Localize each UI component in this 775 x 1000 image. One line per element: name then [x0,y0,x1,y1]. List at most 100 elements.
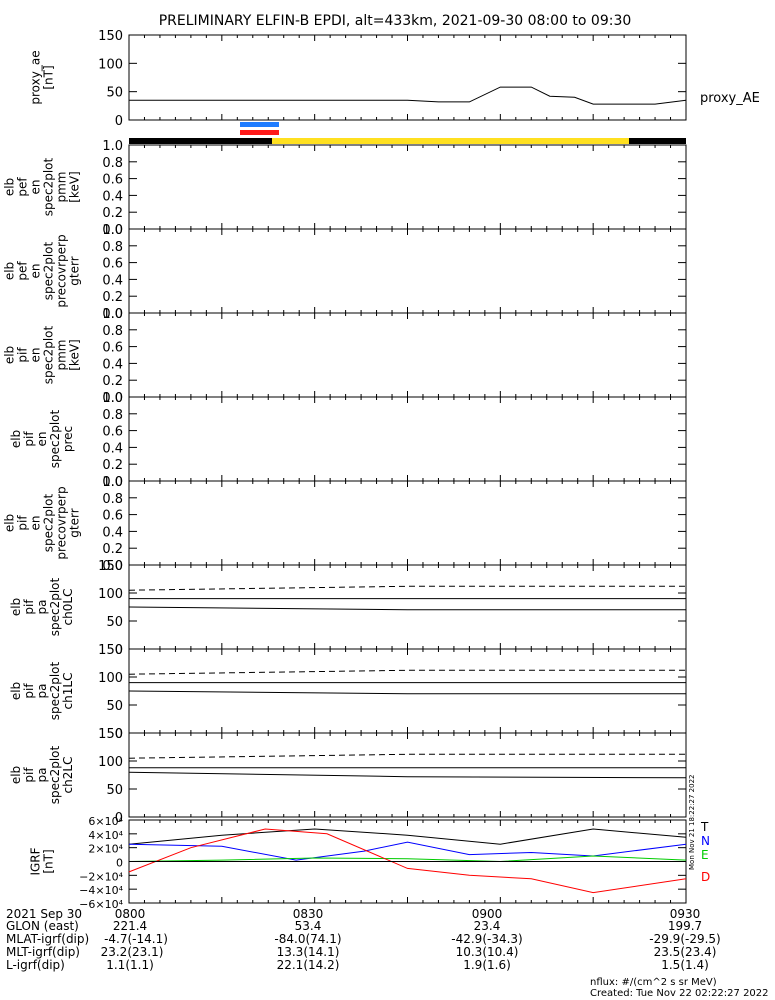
footer-value: 1.1(1.1) [106,958,154,972]
y-tick-label: 0 [115,727,123,742]
y-tick-label: 0.2 [102,542,123,557]
y-axis-label: spec2plot [42,157,56,216]
y-tick-label: 100 [98,587,123,602]
y-tick-label: 0.8 [102,240,123,255]
footer-row-label: L-igrf(dip) [6,958,65,972]
series-lower [128,690,686,695]
y-tick-label: 50 [106,699,123,714]
y-tick-label: 0.8 [102,492,123,507]
y-tick-label: 0 [115,643,123,658]
y-axis-label: pif [16,347,30,363]
y-tick-label: 0 [115,114,123,129]
footer-time-tick: 0800 [114,907,146,921]
footer-row-label: MLAT-igrf(dip) [6,932,90,946]
y-tick-label: 50 [106,783,123,798]
series-dashed [128,669,686,675]
panel-frame [128,312,687,398]
y-axis-label: elb [9,598,23,616]
y-tick-label: 150 [98,727,123,742]
series-lower [128,771,687,779]
y-axis-label: [keV] [68,171,82,202]
y-tick-label: 1.0 [102,475,123,490]
y-axis-label: pmm [55,172,69,203]
footer-value: -29.9(-29.5) [649,932,721,946]
legend-item: E [701,848,709,862]
panel-frame [128,34,687,121]
legend-proxy-ae: proxy_AE [700,91,760,106]
y-axis-label: pa [35,768,49,783]
y-tick-label: 0.6 [102,341,123,356]
y-tick-label: 0.8 [102,324,123,339]
footer-time-tick: 0930 [669,907,701,921]
y-tick-label: 100 [98,755,123,770]
y-axis-label: [nT] [42,849,56,873]
panel-0: 150 100 50 0 proxy_ae [nT] proxy_AE [29,29,760,129]
nflux-units: nflux: #/(cm^2 s sr MeV) [590,977,717,988]
y-tick-label: 0.0 [102,223,123,238]
y-tick-label: 0 [116,857,123,870]
y-tick-label: 100 [98,671,123,686]
footer-date: 2021 Sep 30 [6,907,83,921]
black-bar [129,138,272,144]
y-axis-label: pif [22,431,36,447]
y-axis-label: pif [22,683,36,699]
y-axis-label: spec2plot [48,409,62,468]
footer-value: 10.3(10.4) [455,945,519,959]
orbit-bars [129,122,686,144]
footer-value: -4.7(-14.1) [104,932,168,946]
series-dashed [128,753,686,759]
y-tick-label: 0.4 [102,273,123,288]
y-axis-label: ch1LC [61,673,75,710]
y-axis-label: pa [35,684,49,699]
y-axis-label: elb [3,346,17,364]
legend-item: D [701,870,710,884]
y-tick-label: 0 [115,811,123,826]
y-tick-label: 0.8 [102,156,123,171]
footer-value: 23.2(23.1) [100,945,164,959]
y-axis-label: elb [9,682,23,700]
y-axis-label: IGRF [29,847,43,875]
y-axis-label: pef [16,261,30,281]
panel-frame [128,564,687,650]
y-tick-label: 0.0 [102,475,123,490]
panel-8: 150 100 50 0 elb pif pa spec2plot ch2LC [9,727,687,826]
footer-value: 23.4 [473,919,501,933]
series-E [128,855,687,863]
panel-frame [128,228,687,314]
blue-bar [240,122,279,127]
y-axis-label: [nT] [42,65,56,89]
y-tick-label: 1.0 [102,139,123,154]
y-axis-label: pif [22,599,36,615]
footer-value: 53.4 [294,919,322,933]
y-tick-label: 0.6 [102,425,123,440]
y-axis-label: spec2plot [48,745,62,804]
y-axis-label: pif [16,515,30,531]
y-axis-label: precovrperp [55,486,69,559]
plot-title: PRELIMINARY ELFIN-B EPDI, alt=433km, 202… [159,13,632,29]
y-axis-label: en [29,348,43,363]
y-tick-label: 0.2 [102,290,123,305]
footer-value: 13.3(14.1) [276,945,340,959]
y-tick-label: −2×10⁴ [79,870,123,883]
y-axis-label: [keV] [68,339,82,370]
y-axis-label: spec2plot [42,325,56,384]
series-proxy_AE [129,86,687,105]
footer-value: 1.9(1.6) [463,958,511,972]
y-tick-label: 0.0 [102,559,123,574]
run-stamp: Mon Nov 21 18:22:27 2022 [688,775,696,870]
y-tick-label: 0.6 [102,257,123,272]
y-tick-label: 0.8 [102,408,123,423]
y-tick-label: 0.6 [102,173,123,188]
y-tick-label: 0.0 [102,307,123,322]
series-T [128,828,687,845]
created-stamp: Created: Tue Nov 22 02:22:27 2022 [590,988,769,999]
y-tick-label: 0.2 [102,206,123,221]
panel-frame [128,144,687,230]
y-tick-label: 1.0 [102,391,123,406]
y-tick-label: 0.6 [102,509,123,524]
footer-row-label: MLT-igrf(dip) [6,945,80,959]
y-tick-label: 4×10⁴ [88,829,123,842]
y-tick-label: 0.0 [102,391,123,406]
